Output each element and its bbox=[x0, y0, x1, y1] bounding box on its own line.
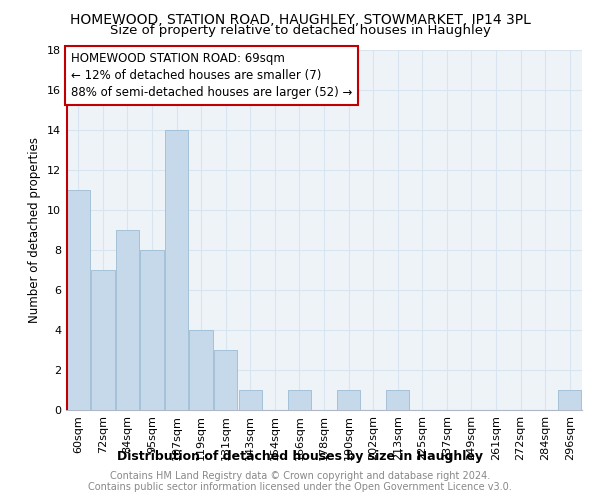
Text: Size of property relative to detached houses in Haughley: Size of property relative to detached ho… bbox=[110, 24, 490, 37]
Bar bbox=[337, 390, 360, 410]
Bar bbox=[214, 350, 238, 410]
Bar bbox=[558, 390, 581, 410]
Bar bbox=[140, 250, 164, 410]
Bar bbox=[116, 230, 139, 410]
Bar bbox=[190, 330, 213, 410]
Bar bbox=[239, 390, 262, 410]
Text: HOMEWOOD STATION ROAD: 69sqm
← 12% of detached houses are smaller (7)
88% of sem: HOMEWOOD STATION ROAD: 69sqm ← 12% of de… bbox=[71, 52, 353, 99]
Text: Contains HM Land Registry data © Crown copyright and database right 2024.
Contai: Contains HM Land Registry data © Crown c… bbox=[88, 471, 512, 492]
Text: HOMEWOOD, STATION ROAD, HAUGHLEY, STOWMARKET, IP14 3PL: HOMEWOOD, STATION ROAD, HAUGHLEY, STOWMA… bbox=[70, 12, 530, 26]
Text: Distribution of detached houses by size in Haughley: Distribution of detached houses by size … bbox=[117, 450, 483, 463]
Y-axis label: Number of detached properties: Number of detached properties bbox=[28, 137, 41, 323]
Bar bbox=[165, 130, 188, 410]
Bar bbox=[288, 390, 311, 410]
Bar bbox=[91, 270, 115, 410]
Bar bbox=[386, 390, 409, 410]
Bar bbox=[67, 190, 90, 410]
